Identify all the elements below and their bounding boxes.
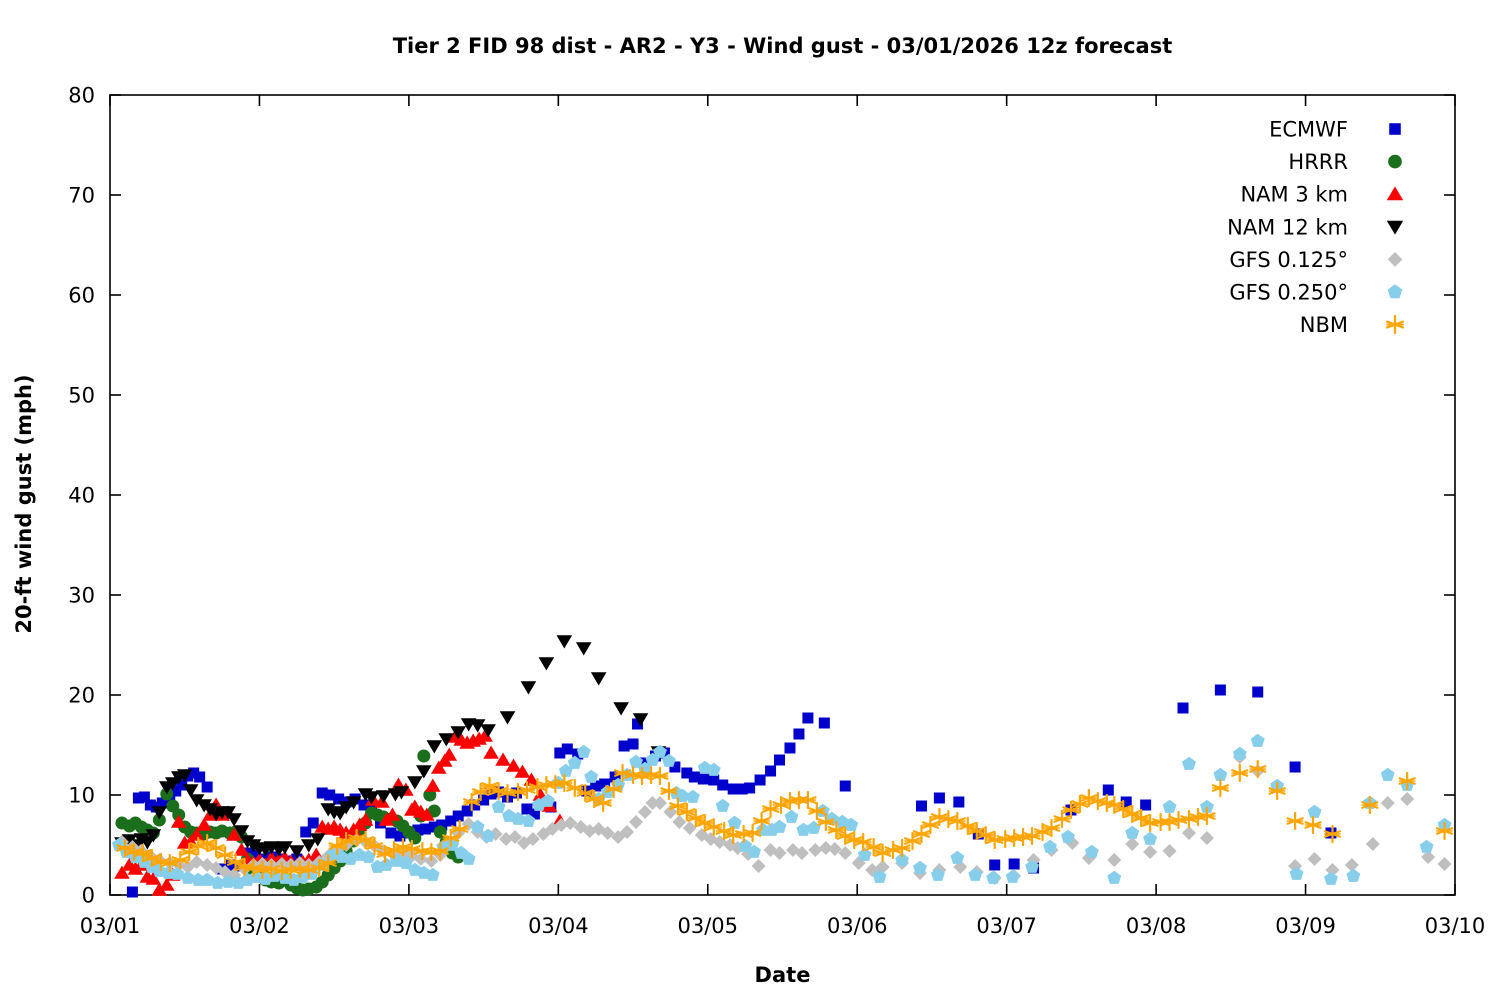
- y-tick-label: 60: [68, 284, 95, 308]
- series-nam-12-km: [114, 635, 667, 859]
- legend-marker-diamond-icon: [1387, 252, 1403, 267]
- legend-marker-triangle-up-icon: [1386, 186, 1404, 201]
- x-tick-label: 03/04: [528, 914, 589, 938]
- chart-title: Tier 2 FID 98 dist - AR2 - Y3 - Wind gus…: [392, 34, 1173, 58]
- y-tick-label: 80: [68, 84, 95, 108]
- legend-marker-square-icon: [1389, 123, 1401, 135]
- y-tick-label: 40: [68, 484, 95, 508]
- legend-marker-pentagon-icon: [1387, 284, 1403, 299]
- legend-label: GFS 0.250°: [1229, 281, 1348, 305]
- x-ticks: 03/01 03/02 03/03 03/04 03/05 03/06 03/07 03/08…: [80, 95, 1486, 938]
- legend: ECMWF HRRR NAM 3 km NAM 12 km GFS 0.125° GFS …: [1227, 118, 1405, 337]
- series-nbm: [116, 759, 1454, 881]
- x-tick-label: 03/05: [678, 914, 739, 938]
- legend-marker-triangle-down-icon: [1386, 220, 1404, 235]
- x-tick-label: 03/06: [827, 914, 888, 938]
- legend-label: HRRR: [1288, 150, 1348, 174]
- x-tick-label: 03/01: [80, 914, 141, 938]
- x-tick-label: 03/07: [976, 914, 1037, 938]
- legend-marker-asterisk-icon: [1385, 315, 1405, 335]
- legend-label: NBM: [1300, 313, 1348, 337]
- x-tick-label: 03/03: [379, 914, 440, 938]
- y-tick-label: 10: [68, 784, 95, 808]
- y-tick-label: 50: [68, 384, 95, 408]
- y-axis-label: 20-ft wind gust (mph): [12, 374, 36, 634]
- legend-label: NAM 12 km: [1227, 215, 1348, 239]
- x-axis-label: Date: [754, 963, 811, 987]
- y-axis-label-wrap: 20-ft wind gust (mph): [12, 89, 52, 919]
- y-tick-label: 30: [68, 584, 95, 608]
- x-tick-label: 03/10: [1425, 914, 1486, 938]
- y-tick-label: 70: [68, 184, 95, 208]
- legend-label: ECMWF: [1269, 118, 1348, 142]
- y-tick-label: 0: [82, 884, 95, 908]
- x-tick-label: 03/09: [1275, 914, 1336, 938]
- x-tick-label: 03/08: [1126, 914, 1187, 938]
- x-tick-label: 03/02: [229, 914, 290, 938]
- y-tick-label: 20: [68, 684, 95, 708]
- legend-label: NAM 3 km: [1240, 183, 1348, 207]
- legend-label: GFS 0.125°: [1229, 248, 1348, 272]
- y-ticks: 0 10 20 30 40 50 60 70 80: [68, 84, 1455, 908]
- legend-marker-circle-icon: [1388, 154, 1402, 169]
